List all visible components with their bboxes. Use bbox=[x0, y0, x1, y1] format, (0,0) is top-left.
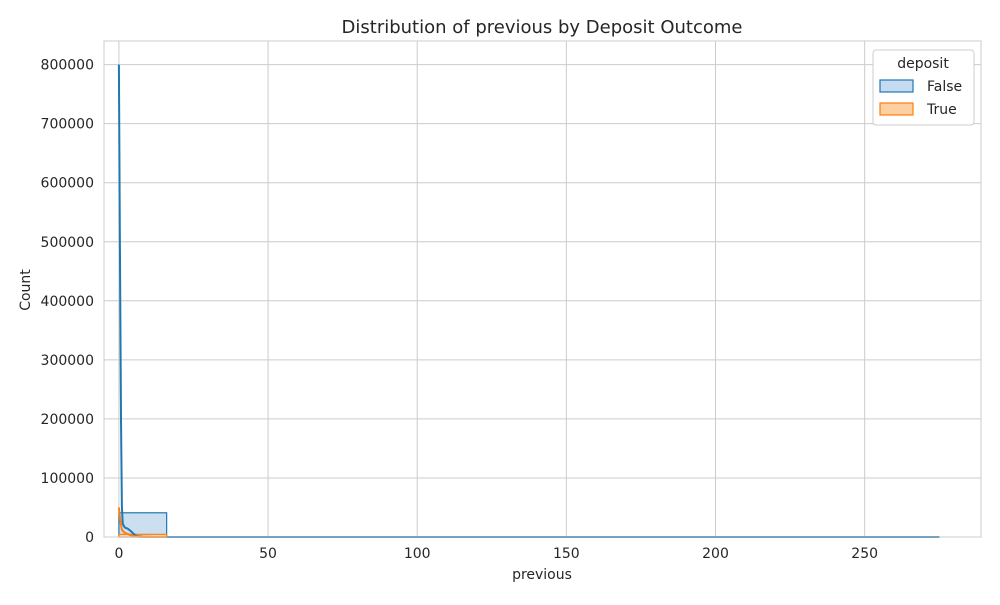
legend-label-false: False bbox=[927, 79, 962, 95]
y-tick-label: 600000 bbox=[41, 176, 94, 192]
y-tick-label: 300000 bbox=[41, 353, 94, 369]
x-tick-label: 50 bbox=[259, 546, 277, 562]
legend-swatch-false bbox=[880, 80, 913, 92]
y-tick-label: 200000 bbox=[41, 412, 94, 428]
y-tick-label: 0 bbox=[85, 530, 94, 546]
x-tick-label: 250 bbox=[851, 546, 878, 562]
x-tick-label: 0 bbox=[114, 546, 123, 562]
y-tick-label: 100000 bbox=[41, 471, 94, 487]
legend-swatch-true bbox=[880, 103, 913, 115]
y-axis-label: Count bbox=[18, 269, 34, 311]
x-tick-label: 150 bbox=[553, 546, 580, 562]
x-tick-label: 100 bbox=[404, 546, 431, 562]
legend: deposit False True bbox=[873, 50, 974, 125]
x-tick-label: 200 bbox=[702, 546, 729, 562]
x-axis-label: previous bbox=[512, 567, 572, 583]
legend-title: deposit bbox=[897, 56, 949, 72]
grid bbox=[104, 41, 981, 537]
legend-label-true: True bbox=[926, 102, 957, 118]
y-tick-label: 800000 bbox=[41, 58, 94, 74]
plot-background bbox=[104, 41, 981, 537]
y-tick-label: 500000 bbox=[41, 235, 94, 251]
chart-title: Distribution of previous by Deposit Outc… bbox=[342, 17, 743, 38]
y-tick-label: 400000 bbox=[41, 294, 94, 310]
y-tick-label: 700000 bbox=[41, 117, 94, 133]
